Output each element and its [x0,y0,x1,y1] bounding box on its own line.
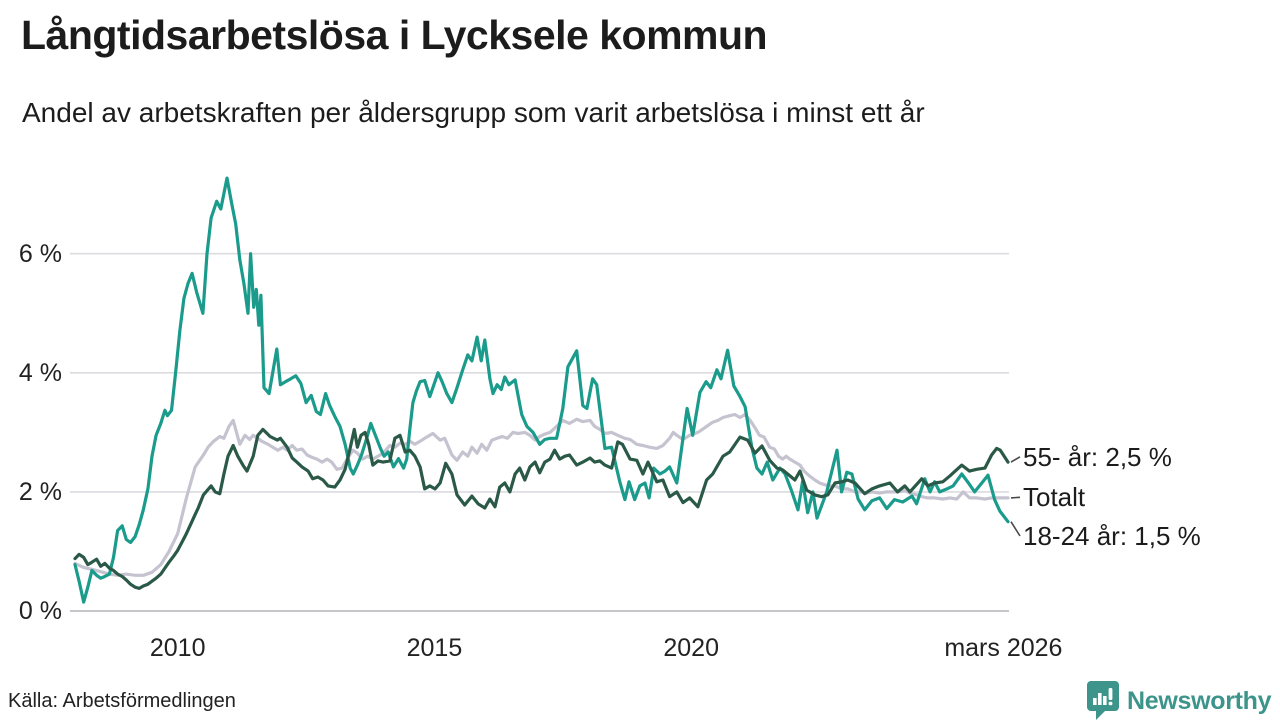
page-subtitle: Andel av arbetskraften per åldersgrupp s… [22,97,925,128]
series-end-label-18-24 år: 18-24 år: 1,5 % [1023,520,1201,551]
newsworthy-logo-text: Newsworthy [1127,687,1272,715]
y-axis-label-4: 4 % [18,358,62,387]
label-connector-55- år [1010,456,1021,463]
x-axis-label-2020: 2020 [663,634,719,662]
series-line-Totalt [73,412,1010,577]
y-axis-label-0: 0 % [18,597,62,625]
source-note: Källa: Arbetsförmedlingen [8,690,236,712]
x-axis-label-2015: 2015 [406,634,463,662]
y-axis-label-6: 6 % [18,239,62,268]
x-axis-label-2010: 2010 [149,634,206,662]
label-connector-18-24 år [1010,521,1021,537]
series-line-18-24 år [73,176,1010,604]
series-end-label-Totalt: Totalt [1023,482,1086,513]
newsworthy-logo: Newsworthy [1086,680,1272,720]
y-axis-label-2: 2 % [18,477,62,506]
series-line-55- år [73,427,1010,591]
label-connector-Totalt [1010,496,1021,499]
newsworthy-speech-bubble-icon [1087,681,1119,720]
page-title: Långtidsarbetslösa i Lycksele kommun [21,12,768,58]
series-end-label-55- år: 55- år: 2,5 % [1023,441,1172,472]
x-axis-label-mars-2026: mars 2026 [944,634,1063,662]
